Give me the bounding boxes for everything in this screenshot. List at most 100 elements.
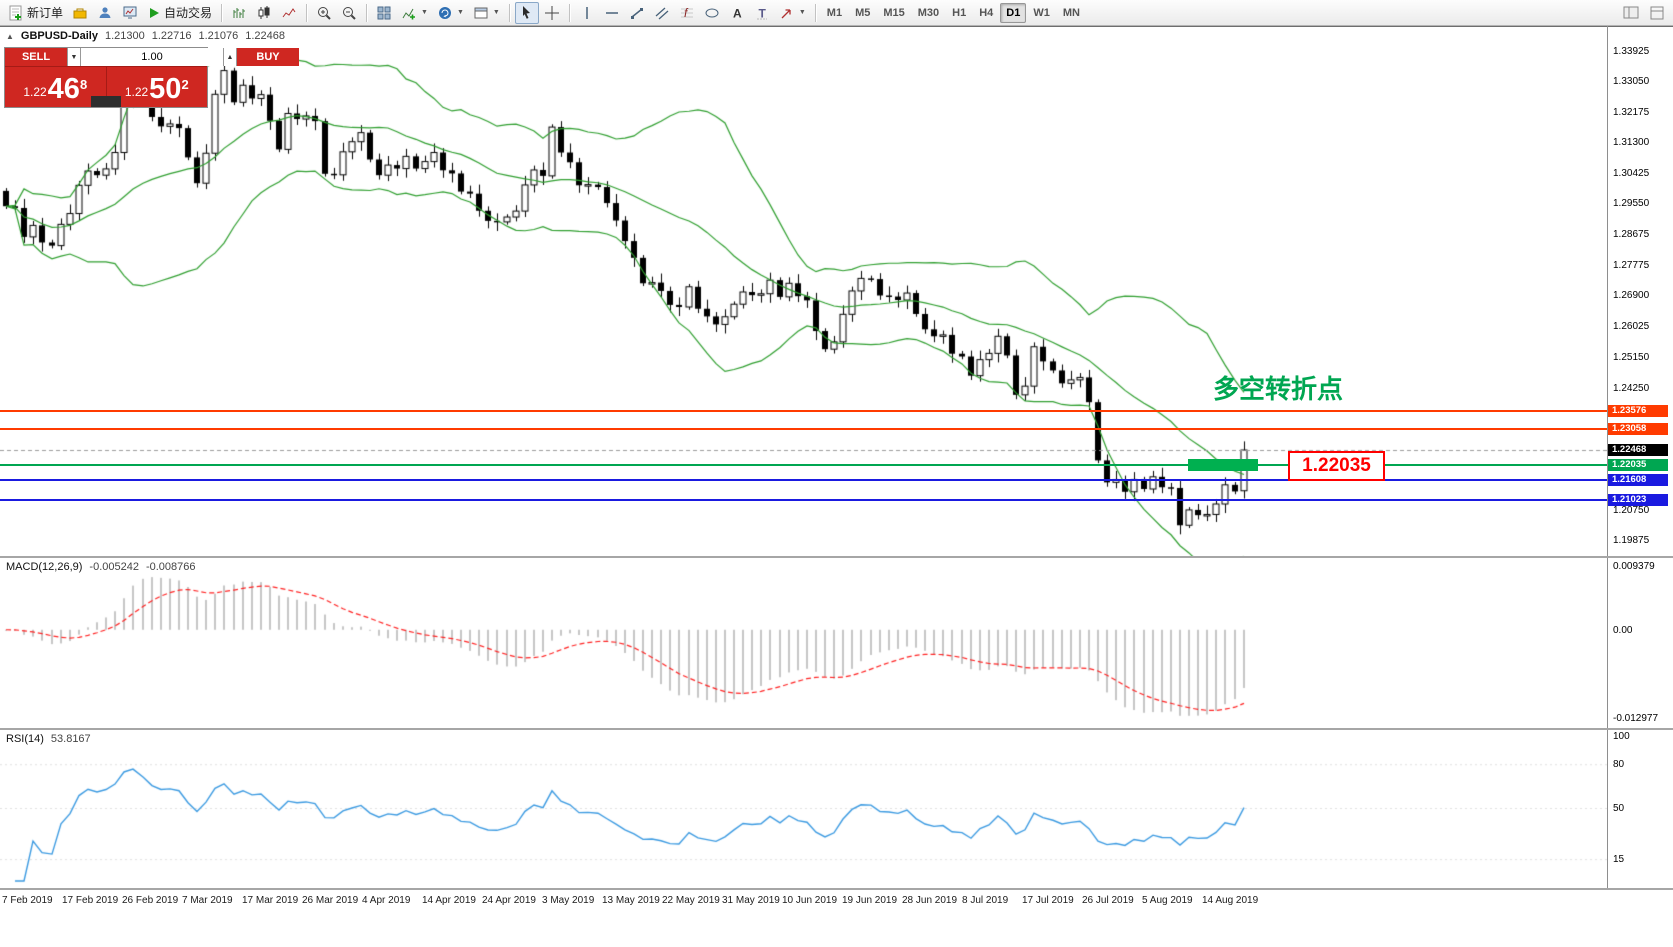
docking-button[interactable]	[1619, 2, 1643, 24]
timeframe-w1-button[interactable]: W1	[1033, 6, 1050, 19]
panel-separator[interactable]	[0, 556, 1673, 558]
sell-button[interactable]: SELL	[5, 48, 67, 66]
date-axis-label: 7 Feb 2019	[2, 895, 53, 906]
timeframe-h4-button[interactable]: H4	[979, 6, 994, 19]
volume-input[interactable]	[81, 48, 223, 66]
macd-panel: MACD(12,26,9) -0.005242 -0.008766 0.0093…	[0, 558, 1673, 728]
label-button[interactable]: T	[750, 2, 774, 24]
svg-text:f: f	[684, 6, 689, 20]
toolbar-separator	[508, 3, 510, 22]
date-axis-label: 3 May 2019	[542, 895, 595, 906]
zoom-out-icon	[341, 5, 357, 21]
timeframe-d1-button[interactable]: D1	[1000, 2, 1027, 23]
cursor-button[interactable]	[514, 1, 539, 24]
price-line-1.21023[interactable]	[0, 499, 1607, 502]
new-order-button[interactable]: 新订单	[4, 2, 67, 24]
timeframe-mn-button[interactable]: MN	[1062, 6, 1080, 19]
macd-name: MACD(12,26,9)	[6, 561, 83, 573]
macd-signal-value: -0.008766	[145, 561, 196, 573]
fibonacci-button[interactable]: f	[675, 2, 699, 24]
chart-annotation-text[interactable]: 多空转折点	[1213, 374, 1344, 404]
macd-value: -0.005242	[89, 561, 139, 573]
price-axis-label: 1.32175	[1613, 106, 1650, 118]
price-line-tag: 1.23058	[1608, 423, 1668, 436]
timeframe-m15-button[interactable]: M15	[883, 6, 905, 19]
trendline-button[interactable]	[625, 2, 649, 24]
vertical-line-button[interactable]	[575, 2, 599, 24]
channel-icon	[654, 5, 670, 21]
ellipse-button[interactable]	[700, 2, 724, 24]
trendline-icon	[629, 5, 645, 21]
buy-price[interactable]: 1.22 50 2	[106, 67, 207, 107]
bar-chart-icon	[231, 5, 247, 21]
bar-chart-button[interactable]	[227, 2, 251, 24]
date-axis-label: 4 Apr 2019	[362, 895, 411, 906]
support-highlight-rect[interactable]	[1188, 458, 1258, 472]
price-line-tag: 1.22035	[1608, 459, 1668, 472]
timeframe-m30-button[interactable]: M30	[917, 6, 940, 19]
channel-button[interactable]	[650, 2, 674, 24]
horizontal-line-button[interactable]	[600, 2, 624, 24]
price-label-box[interactable]: 1.22035	[1288, 451, 1385, 481]
toolbox-button[interactable]	[68, 2, 92, 24]
help-button[interactable]	[1645, 2, 1669, 24]
buy-price-sup: 2	[181, 77, 189, 92]
macd-canvas[interactable]	[0, 558, 1607, 728]
arrow-tools-button[interactable]: ▼	[775, 2, 810, 24]
volume-decrease-button[interactable]: ▼	[67, 48, 81, 66]
indicators-button[interactable]: ▼	[397, 2, 432, 24]
candlestick-chart-button[interactable]	[252, 2, 276, 24]
chart-window-button[interactable]	[118, 2, 142, 24]
timeframe-m1-button[interactable]: M1	[826, 6, 843, 19]
text-button[interactable]: A	[725, 2, 749, 24]
profile-icon	[97, 5, 113, 21]
crosshair-button[interactable]	[540, 2, 564, 24]
autotrading-button[interactable]: 自动交易	[143, 2, 216, 24]
chart-window-icon	[122, 5, 138, 21]
timeframe-h1-button[interactable]: H1	[952, 6, 967, 19]
zoom-out-button[interactable]	[337, 2, 361, 24]
price-axis-divider	[1607, 26, 1608, 914]
buy-button[interactable]: BUY	[237, 48, 299, 66]
date-axis-label: 17 Jul 2019	[1022, 895, 1074, 906]
zoom-in-button[interactable]	[312, 2, 336, 24]
price-axis-label: 1.31300	[1613, 137, 1650, 149]
rsi-name: RSI(14)	[6, 733, 44, 745]
price-line-1.23058[interactable]	[0, 428, 1607, 431]
profile-button[interactable]	[93, 2, 117, 24]
panel-separator[interactable]	[0, 888, 1673, 890]
tile-windows-button[interactable]	[372, 2, 396, 24]
sell-price-big: 46	[47, 73, 80, 105]
price-axis-label: 1.33050	[1613, 76, 1650, 88]
ohlc-high: 1.22716	[151, 30, 192, 42]
periodicity-button[interactable]: ▼	[433, 2, 468, 24]
toolbox-icon	[72, 5, 88, 21]
svg-text:T: T	[758, 6, 766, 20]
symbol-header: ▲ GBPUSD-Daily 1.21300 1.22716 1.21076 1…	[6, 30, 285, 42]
line-chart-button[interactable]	[277, 2, 301, 24]
price-line-tag: 1.21023	[1608, 494, 1668, 507]
sell-price[interactable]: 1.22 46 8	[5, 67, 107, 107]
panel-separator[interactable]	[0, 728, 1673, 730]
autotrading-label: 自动交易	[164, 6, 213, 20]
collapse-icon[interactable]: ▲	[6, 31, 14, 41]
date-axis-label: 26 Mar 2019	[302, 895, 359, 906]
date-axis[interactable]: 7 Feb 2019 17 Feb 2019 26 Feb 2019 7 Mar 20…	[0, 890, 1673, 916]
rsi-axis-label: 80	[1613, 759, 1625, 771]
ohlc-open: 1.21300	[104, 30, 145, 42]
ohlc-low: 1.21076	[198, 30, 239, 42]
price-line-1.21608[interactable]	[0, 479, 1607, 481]
price-line-1.23576[interactable]	[0, 410, 1607, 413]
templates-button[interactable]: ▼	[469, 2, 504, 24]
macd-axis-label: 0.00	[1613, 624, 1633, 636]
price-axis-label: 1.24250	[1613, 382, 1650, 394]
volume-increase-button[interactable]: ▲	[223, 48, 237, 66]
price-axis-label: 1.27775	[1613, 259, 1650, 271]
date-axis-label: 28 Jun 2019	[902, 895, 958, 906]
price-axis-label: 1.20750	[1613, 504, 1650, 516]
rsi-canvas[interactable]	[0, 730, 1607, 888]
autotrading-play-icon	[147, 6, 161, 20]
date-axis-label: 19 Jun 2019	[842, 895, 898, 906]
timeframe-m5-button[interactable]: M5	[855, 6, 871, 19]
price-line-1.22035[interactable]	[0, 464, 1607, 467]
